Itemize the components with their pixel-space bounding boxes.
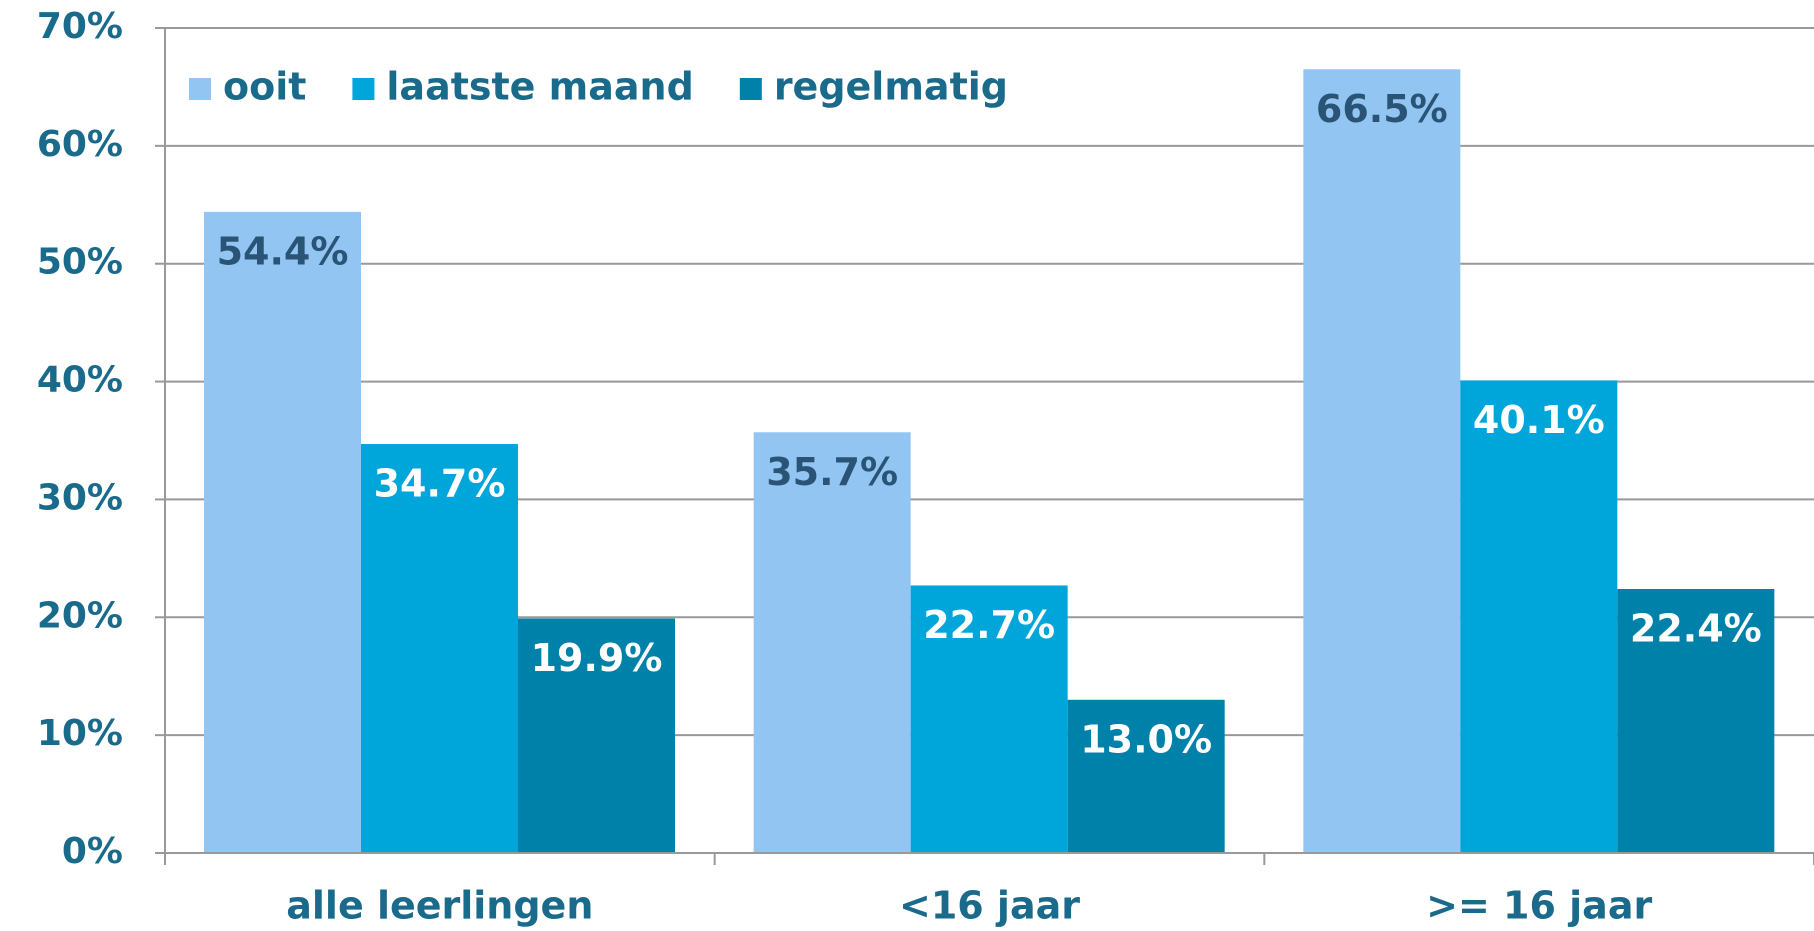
y-tick-label: 70% bbox=[37, 6, 123, 47]
legend-swatch bbox=[739, 78, 762, 100]
value-label: 19.9% bbox=[531, 636, 663, 680]
bar bbox=[361, 444, 518, 853]
x-tick-label: <16 jaar bbox=[899, 884, 1080, 928]
bar bbox=[518, 618, 675, 853]
value-label: 35.7% bbox=[766, 450, 898, 494]
value-label: 66.5% bbox=[1316, 87, 1448, 131]
bar bbox=[753, 432, 911, 853]
y-tick-label: 0% bbox=[62, 831, 123, 872]
value-label: 54.4% bbox=[217, 229, 349, 273]
y-tick-label: 40% bbox=[37, 360, 123, 401]
legend-label: ooit bbox=[223, 65, 306, 109]
x-tick-label: >= 16 jaar bbox=[1426, 884, 1652, 928]
legend-label: regelmatig bbox=[774, 65, 1008, 109]
value-label: 40.1% bbox=[1473, 398, 1605, 442]
y-tick-label: 50% bbox=[37, 242, 123, 283]
bar bbox=[1067, 699, 1225, 853]
y-tick-label: 20% bbox=[37, 595, 123, 636]
y-tick-label: 30% bbox=[37, 477, 123, 518]
bar bbox=[1303, 69, 1461, 853]
value-label: 34.7% bbox=[374, 462, 506, 506]
legend-swatch bbox=[352, 78, 375, 100]
value-label: 22.7% bbox=[923, 603, 1055, 647]
bar bbox=[204, 211, 361, 853]
y-tick-label: 60% bbox=[37, 124, 123, 165]
bar bbox=[1617, 589, 1775, 853]
legend-label: laatste maand bbox=[386, 65, 693, 109]
y-tick-label: 10% bbox=[37, 713, 123, 754]
value-label: 22.4% bbox=[1630, 607, 1762, 651]
x-tick-label: alle leerlingen bbox=[286, 884, 593, 928]
legend-swatch bbox=[189, 78, 211, 100]
value-label: 13.0% bbox=[1080, 717, 1212, 761]
bar bbox=[910, 585, 1068, 853]
bar bbox=[1460, 380, 1618, 853]
